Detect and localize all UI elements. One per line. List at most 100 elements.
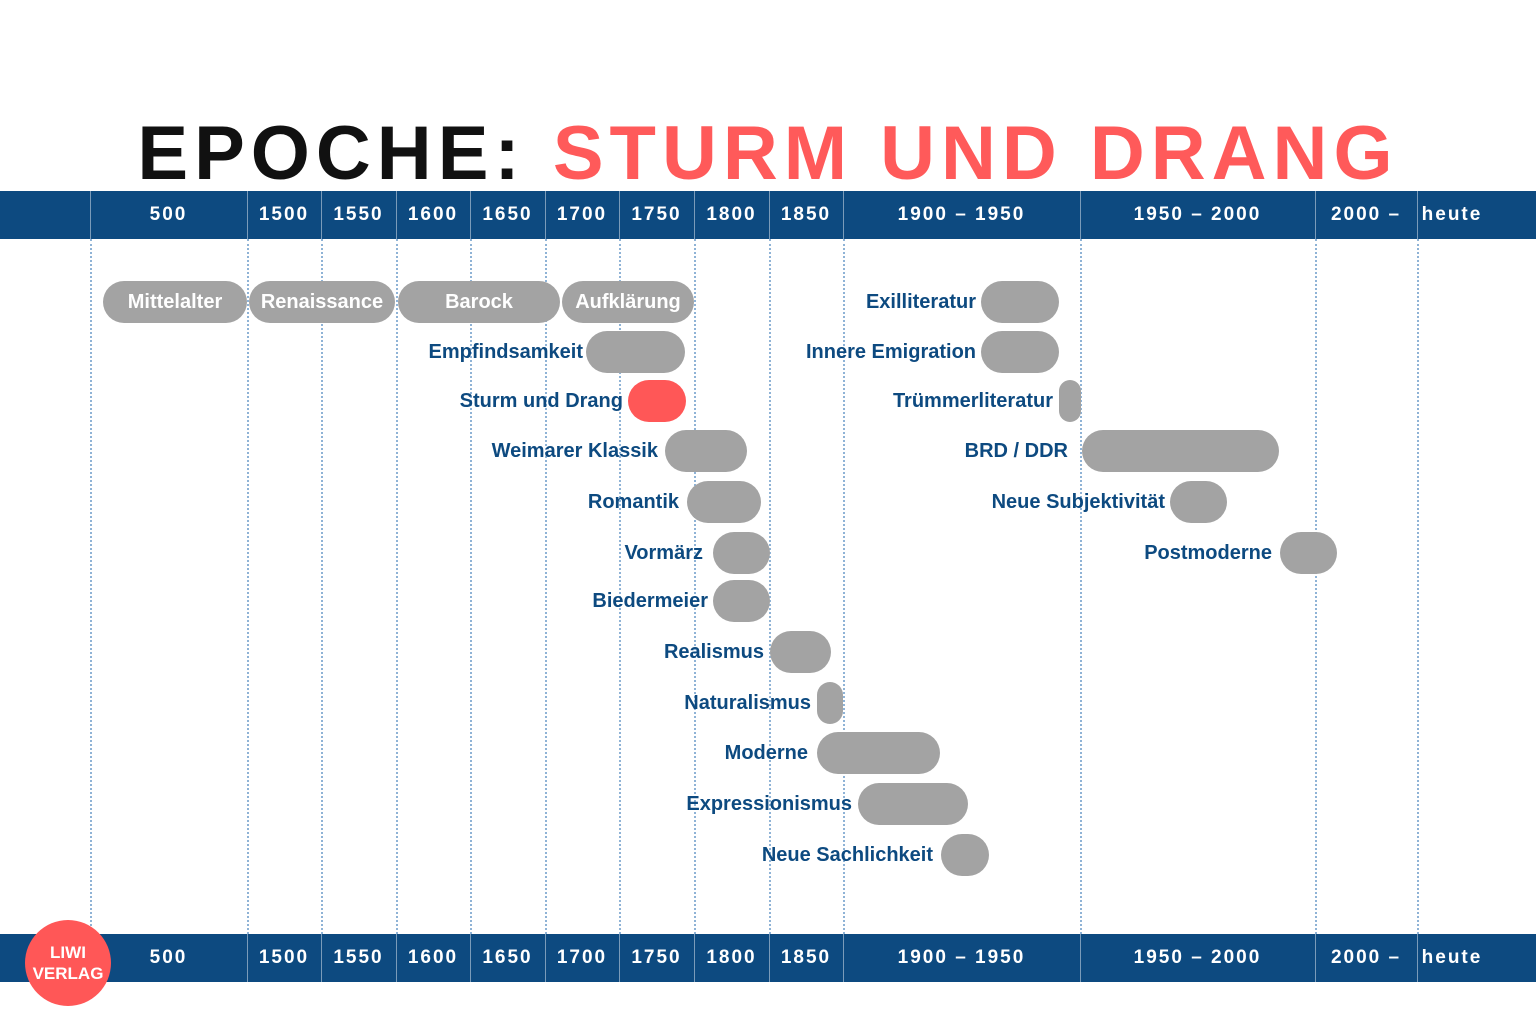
axis-separator (247, 191, 248, 239)
axis-tick-label: 1600 (407, 204, 459, 225)
axis-separator (470, 191, 471, 239)
axis-tick-label: 1550 (333, 947, 384, 968)
epoch-label-neue-subjektivitaet: Neue Subjektivität (991, 491, 1165, 513)
epoch-bar-postmoderne (1280, 532, 1337, 574)
gridline (90, 239, 92, 934)
epoch-bar-brd-ddr (1082, 430, 1279, 472)
title-highlight: STURM UND DRANG (552, 110, 1399, 196)
axis-tick-label: 2000 – (1330, 204, 1402, 225)
epoch-bar-truemmerliteratur (1059, 380, 1081, 422)
epoch-label-vormaerz: Vormärz (624, 542, 703, 564)
epoch-bar-barock: Barock (398, 281, 560, 323)
gridline (545, 239, 547, 934)
epoch-label-moderne: Moderne (724, 742, 808, 764)
axis-tick-label: 1500 (258, 204, 310, 225)
gridline (843, 239, 845, 934)
gridline (1417, 239, 1419, 934)
axis-tick-label: 1550 (333, 204, 384, 225)
axis-tick-label: 500 (149, 204, 188, 225)
axis-separator (619, 191, 620, 239)
epoch-bar-renaissance: Renaissance (249, 281, 395, 323)
axis-separator (1315, 934, 1316, 982)
axis-separator (1315, 191, 1316, 239)
epoch-bar-biedermeier (713, 580, 770, 622)
epoch-label-empfindsamkeit: Empfindsamkeit (428, 341, 583, 363)
axis-separator (90, 191, 91, 239)
epoch-label-naturalismus: Naturalismus (684, 692, 811, 714)
axis-separator (321, 191, 322, 239)
axis-tick-label: 1850 (780, 204, 832, 225)
gridline (247, 239, 249, 934)
axis-separator (1080, 934, 1081, 982)
timeline-axis-top: 500 1500 1550 1600 1650 1700 1750 1800 1… (0, 191, 1536, 239)
epoch-bar-expressionismus (858, 783, 968, 825)
gridline (396, 239, 398, 934)
gridline (694, 239, 696, 934)
epoch-bar-innere-emigration (981, 331, 1059, 373)
gridline (470, 239, 472, 934)
epoch-label-exilliteratur: Exilliteratur (865, 291, 976, 313)
axis-tick-label: 1900 – 1950 (897, 204, 1026, 225)
axis-tick-label: 1850 (780, 947, 832, 968)
epoch-label-brd-ddr: BRD / DDR (964, 440, 1068, 462)
epoch-label-sturm-und-drang: Sturm und Drang (459, 390, 623, 412)
epoch-label-weimarer-klassik: Weimarer Klassik (491, 440, 658, 462)
axis-tick-label: 1650 (482, 947, 533, 968)
axis-separator (694, 191, 695, 239)
epoch-label-realismus: Realismus (663, 641, 764, 663)
gridline (1315, 239, 1317, 934)
axis-separator (545, 191, 546, 239)
epoch-label-truemmerliteratur: Trümmerliteratur (892, 390, 1053, 412)
axis-tick-label: 2000 – (1330, 947, 1402, 968)
axis-tick-label: 1500 (258, 947, 310, 968)
gridline (321, 239, 323, 934)
epoch-label-postmoderne: Postmoderne (1144, 542, 1272, 564)
epoch-bar-romantik (687, 481, 761, 523)
timeline-axis-bottom: 500 1500 1550 1600 1650 1700 1750 1800 1… (0, 934, 1536, 982)
page-title: EPOCHE: STURM UND DRANG (0, 109, 1536, 199)
epoch-label-romantik: Romantik (587, 491, 679, 513)
axis-tick-label: 1750 (631, 947, 682, 968)
axis-tick-label: 1800 (706, 204, 757, 225)
epoch-bar-weimarer-klassik (665, 430, 747, 472)
epoch-bar-mittelalter: Mittelalter (103, 281, 247, 323)
epoch-bar-vormaerz (713, 532, 770, 574)
epoch-label-biedermeier: Biedermeier (592, 590, 708, 612)
axis-tick-label: 1900 – 1950 (897, 947, 1026, 968)
epoch-bar-naturalismus (817, 682, 843, 724)
axis-separator (545, 934, 546, 982)
axis-tick-label: 1750 (631, 204, 682, 225)
axis-separator (843, 934, 844, 982)
axis-separator (1417, 191, 1418, 239)
gridline (1080, 239, 1082, 934)
axis-tick-label: 1950 – 2000 (1133, 204, 1262, 225)
axis-separator (769, 191, 770, 239)
axis-tick-label: 1700 (556, 204, 608, 225)
axis-tick-label: heute (1421, 947, 1483, 968)
gridline (769, 239, 771, 934)
epoch-bar-neue-sachlichkeit (941, 834, 989, 876)
epoch-bar-exilliteratur (981, 281, 1059, 323)
epoch-label-innere-emigration: Innere Emigration (805, 341, 976, 363)
axis-separator (247, 934, 248, 982)
epoch-bar-aufklaerung: Aufklärung (562, 281, 694, 323)
epoch-label-neue-sachlichkeit: Neue Sachlichkeit (761, 844, 933, 866)
axis-separator (321, 934, 322, 982)
axis-tick-label: 1700 (556, 947, 608, 968)
logo-line2: VERLAG (32, 964, 104, 983)
liwi-verlag-logo: LIWI VERLAG (25, 920, 111, 1006)
axis-separator (619, 934, 620, 982)
epoch-label-expressionismus: Expressionismus (686, 793, 852, 815)
epoch-bar-empfindsamkeit (586, 331, 685, 373)
axis-separator (396, 934, 397, 982)
axis-separator (843, 191, 844, 239)
axis-separator (1417, 934, 1418, 982)
logo-line1: LIWI (50, 943, 86, 962)
axis-tick-label: heute (1421, 204, 1483, 225)
axis-tick-label: 1650 (482, 204, 533, 225)
axis-tick-label: 1800 (706, 947, 757, 968)
axis-tick-label: 1600 (407, 947, 459, 968)
axis-separator (1080, 191, 1081, 239)
epoch-bar-neue-subjektivitaet (1170, 481, 1227, 523)
axis-separator (769, 934, 770, 982)
